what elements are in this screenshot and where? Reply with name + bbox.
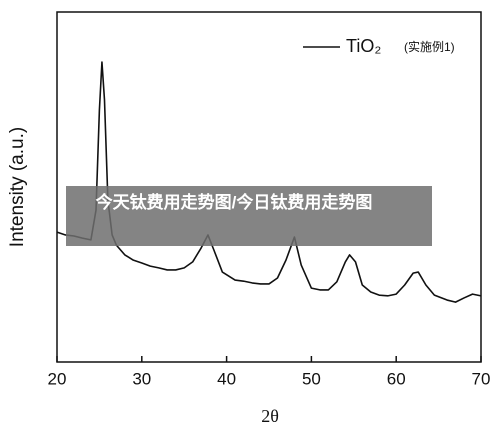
data-line	[56, 61, 482, 303]
annotation: (实施例1)	[404, 39, 455, 54]
x-tick-label: 50	[302, 369, 321, 388]
x-tick-label: 20	[48, 369, 67, 388]
plot-frame	[56, 11, 482, 363]
x-tick-label: 60	[387, 369, 406, 388]
x-tick-label: 40	[217, 369, 236, 388]
x-axis-label: 2θ	[261, 406, 279, 426]
y-axis-label: Intensity (a.u.)	[7, 127, 28, 247]
x-tick-label: 70	[472, 369, 491, 388]
x-tick-label: 30	[132, 369, 151, 388]
overlay-banner: 今天钛费用走势图/今日钛费用走势图	[66, 186, 432, 246]
legend-label: TiO₂	[346, 36, 381, 56]
